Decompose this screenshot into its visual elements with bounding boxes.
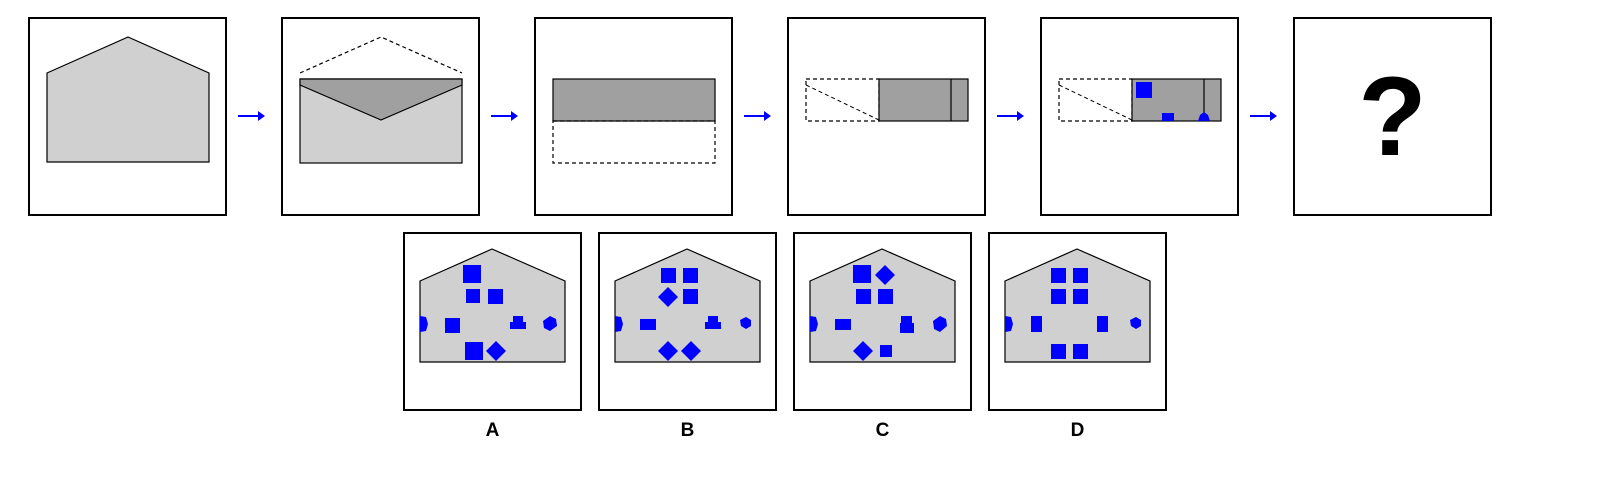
question-panel: ? <box>1293 17 1492 216</box>
option-b-panel[interactable] <box>598 232 777 411</box>
open-flap-envelope-drawing <box>299 36 463 164</box>
square-icon <box>466 289 480 303</box>
envelope-body <box>419 248 566 363</box>
option-a-panel[interactable] <box>403 232 582 411</box>
closed-envelope-drawing <box>46 36 210 163</box>
square-icon <box>1073 344 1088 359</box>
option-b-drawing <box>614 248 761 363</box>
stamp-shape-icon <box>510 316 526 329</box>
option-a-drawing <box>419 248 566 363</box>
square-icon <box>878 289 893 304</box>
square-hole-icon <box>1136 82 1152 98</box>
envelope-body <box>614 248 761 363</box>
rectangle-icon <box>835 319 851 330</box>
hexagon-icon <box>543 316 557 331</box>
arrow-icon <box>997 111 1024 121</box>
square-icon <box>880 345 892 357</box>
square-icon <box>488 289 503 304</box>
step-2-panel <box>281 17 480 216</box>
hexagon-icon <box>933 316 947 332</box>
option-c-drawing <box>809 248 956 363</box>
option-c-label[interactable]: C <box>875 420 890 441</box>
folded-down-drawing <box>552 78 716 164</box>
diamond-icon <box>658 287 678 307</box>
folded-part <box>552 78 716 122</box>
original-position-dashed <box>552 120 716 164</box>
square-icon <box>853 265 871 283</box>
square-icon <box>465 342 483 360</box>
original-position-dashed <box>1058 78 1133 122</box>
square-icon <box>1051 344 1066 359</box>
diamond-icon <box>486 341 506 361</box>
half-hexagon-icon <box>810 316 818 332</box>
square-icon <box>661 268 676 283</box>
diamond-icon <box>658 341 678 361</box>
folded-side-drawing <box>805 78 969 122</box>
arrow-icon <box>1250 111 1277 121</box>
envelope-body <box>46 36 210 163</box>
square-icon <box>463 265 481 283</box>
half-hexagon-icon <box>615 316 623 332</box>
original-position-dashed <box>805 78 880 122</box>
flap-outline-dashed <box>299 36 463 74</box>
square-icon <box>1073 289 1088 304</box>
option-b-label[interactable]: B <box>680 420 695 441</box>
square-icon <box>1051 268 1066 283</box>
step-1-panel <box>28 17 227 216</box>
hexagon-icon <box>1130 317 1141 329</box>
square-icon <box>445 318 460 333</box>
step-4-panel <box>787 17 986 216</box>
arrow-icon <box>744 111 771 121</box>
hexagon-icon <box>740 317 751 329</box>
arrow-icon <box>491 111 518 121</box>
square-icon <box>1073 268 1088 283</box>
punched-drawing <box>1058 78 1222 122</box>
square-icon <box>856 289 871 304</box>
rectangle-hole-icon <box>1162 113 1174 121</box>
question-mark: ? <box>1358 53 1427 179</box>
diamond-icon <box>875 265 895 285</box>
stamp-shape-icon <box>705 316 721 329</box>
option-d-label[interactable]: D <box>1070 420 1085 441</box>
option-a-label[interactable]: A <box>485 420 500 441</box>
option-c-panel[interactable] <box>793 232 972 411</box>
diamond-icon <box>853 341 873 361</box>
half-hexagon-icon <box>420 316 428 332</box>
square-icon <box>683 289 698 304</box>
envelope-body <box>1004 248 1151 363</box>
rectangle-icon <box>640 319 656 330</box>
option-d-drawing <box>1004 248 1151 363</box>
half-hexagon-hole-icon <box>1198 112 1210 121</box>
square-icon <box>1051 289 1066 304</box>
rectangle-icon <box>1097 316 1108 332</box>
arrow-icon <box>238 111 265 121</box>
square-icon <box>683 268 698 283</box>
half-hexagon-icon <box>1005 316 1013 332</box>
step-5-panel <box>1040 17 1239 216</box>
option-d-panel[interactable] <box>988 232 1167 411</box>
envelope-body <box>809 248 956 363</box>
diamond-icon <box>681 341 701 361</box>
step-3-panel <box>534 17 733 216</box>
envelope-flap <box>299 78 463 121</box>
stamp-shape-icon <box>900 316 914 333</box>
rectangle-icon <box>1031 316 1042 332</box>
folded-part <box>878 78 969 122</box>
